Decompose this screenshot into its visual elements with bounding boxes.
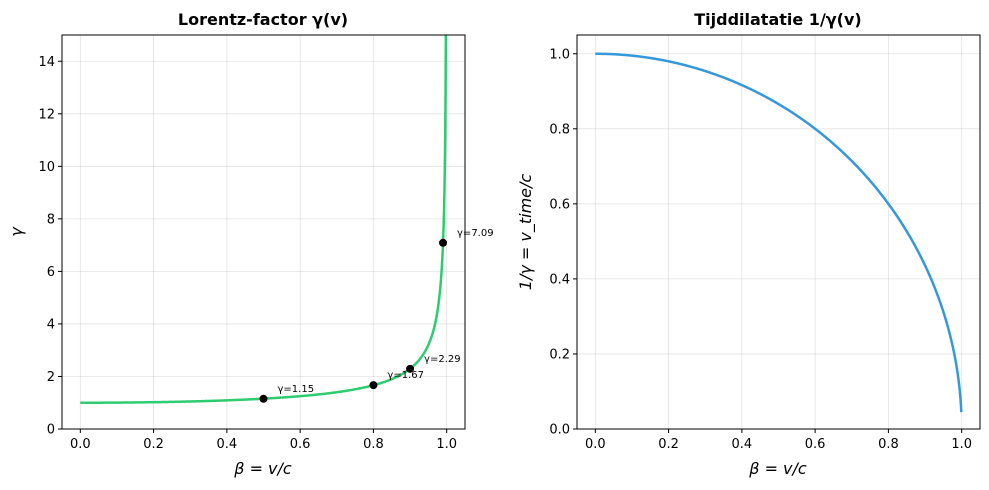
gamma-points: γ=1.15 γ=1.67γ=2.29 γ=7.09 — [259, 228, 494, 403]
gamma-y-tick-label: 0 — [47, 423, 55, 438]
time-dilation-y-tick-label: 0.0 — [549, 423, 570, 438]
gamma-y-tick-label: 8 — [47, 212, 55, 227]
gamma-chart-xlabel: β = v/c — [233, 459, 292, 478]
gamma-y-tick-label: 6 — [47, 265, 55, 280]
gamma-point-label: γ=2.29 — [424, 354, 461, 365]
gamma-x-tick-label: 0.6 — [290, 437, 311, 452]
gamma-chart-title: Lorentz-factor γ(v) — [178, 10, 348, 29]
time-dilation-chart-frame — [576, 34, 981, 430]
time-dilation-x-tick-label: 0.8 — [878, 437, 899, 452]
gamma-chart-ylabel: γ — [7, 226, 26, 237]
time-dilation-y-tick-label: 1.0 — [549, 47, 570, 62]
gamma-y-tick-label: 14 — [38, 55, 55, 70]
gamma-point-marker — [369, 381, 378, 390]
gamma-y-tick-label: 10 — [38, 160, 55, 175]
time-dilation-chart-grid — [577, 35, 980, 430]
gamma-point-label: γ=7.09 — [457, 228, 494, 239]
gamma-point-marker — [259, 394, 268, 403]
gamma-y-tick-label: 12 — [38, 107, 55, 122]
gamma-chart: Lorentz-factor γ(v) γ=1.15γ=1.67γ=2.29γ=… — [7, 10, 494, 478]
time-dilation-x-tick-label: 0.4 — [732, 437, 753, 452]
gamma-x-tick-label: 1.0 — [436, 437, 457, 452]
gamma-chart-y-ticks: 0 2 4 6 8 10 12 14 — [38, 55, 62, 438]
inverse-gamma-curve — [594, 52, 963, 413]
gamma-x-tick-label: 0.4 — [217, 437, 238, 452]
gamma-x-tick-label: 0.2 — [143, 437, 164, 452]
gamma-chart-x-ticks: 0.0 0.2 0.4 0.6 0.8 1.0 — [70, 429, 457, 452]
time-dilation-chart-x-ticks: 0.0 0.2 0.4 0.6 0.8 1.0 — [585, 429, 972, 452]
time-dilation-x-tick-label: 0.6 — [805, 437, 826, 452]
time-dilation-chart-title: Tijddilatatie 1/γ(v) — [694, 10, 861, 29]
gamma-y-tick-label: 4 — [47, 317, 55, 332]
gamma-y-tick-label: 2 — [47, 370, 55, 385]
time-dilation-chart-ylabel: 1/γ = v_time/c — [516, 174, 536, 291]
gamma-point-label: γ=1.15 — [278, 384, 315, 395]
gamma-chart-grid — [62, 35, 465, 430]
time-dilation-x-tick-label: 0.0 — [585, 437, 606, 452]
time-dilation-y-tick-label: 0.4 — [549, 272, 570, 287]
time-dilation-chart-y-ticks: 0.0 0.2 0.4 0.6 0.8 1.0 — [549, 47, 577, 438]
time-dilation-y-tick-label: 0.8 — [549, 122, 570, 137]
gamma-point-label: γ=1.67 — [387, 370, 424, 381]
time-dilation-x-tick-label: 0.2 — [658, 437, 679, 452]
gamma-point-marker — [406, 364, 415, 373]
gamma-chart-frame — [61, 34, 466, 430]
time-dilation-y-tick-label: 0.2 — [549, 347, 570, 362]
time-dilation-y-tick-label: 0.6 — [549, 197, 570, 212]
time-dilation-chart-xlabel: β = v/c — [748, 459, 807, 478]
gamma-x-tick-label: 0.8 — [363, 437, 384, 452]
gamma-point-marker — [439, 238, 448, 247]
time-dilation-chart: Tijddilatatie 1/γ(v) 0.0 0.2 0.4 0.6 0.8 1.0 … — [516, 10, 981, 478]
time-dilation-x-tick-label: 1.0 — [951, 437, 972, 452]
gamma-x-tick-label: 0.0 — [70, 437, 91, 452]
